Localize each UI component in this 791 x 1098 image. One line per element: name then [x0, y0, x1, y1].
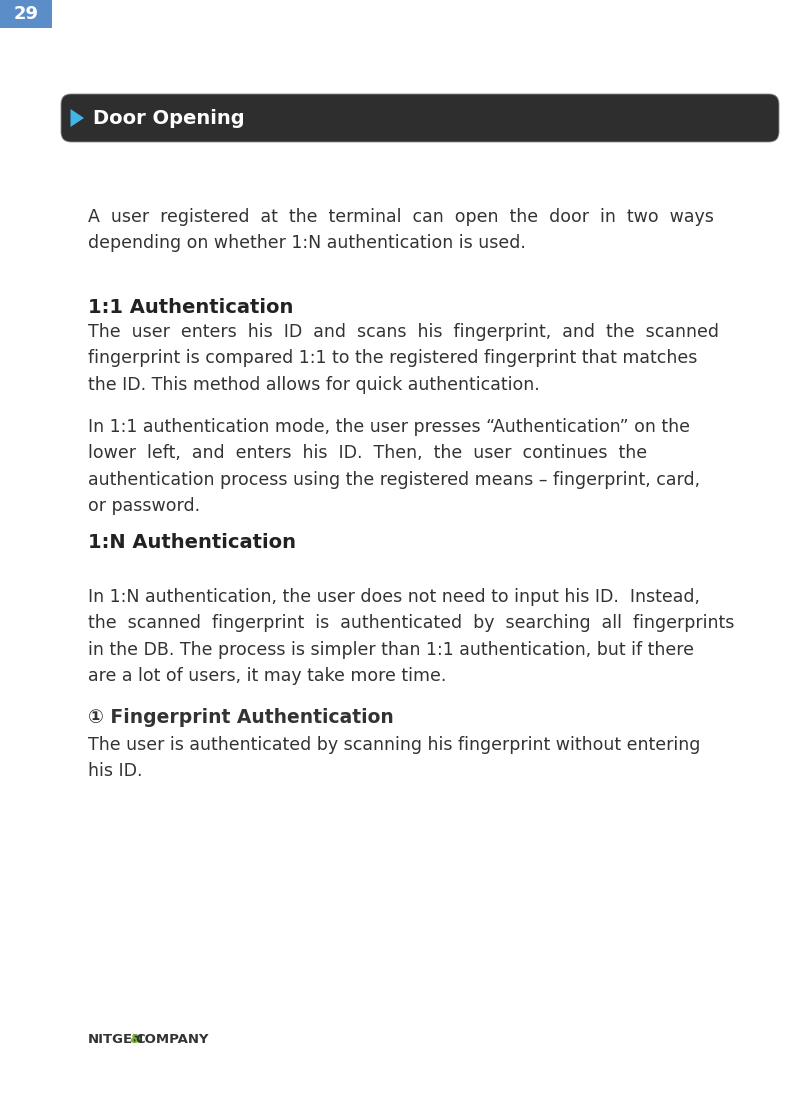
- Text: 1:N Authentication: 1:N Authentication: [88, 533, 296, 552]
- Text: 1:1 Authentication: 1:1 Authentication: [88, 298, 293, 317]
- FancyBboxPatch shape: [0, 0, 52, 29]
- Text: ① Fingerprint Authentication: ① Fingerprint Authentication: [88, 708, 394, 727]
- Text: The user is authenticated by scanning his fingerprint without entering
his ID.: The user is authenticated by scanning hi…: [88, 736, 700, 781]
- Text: In 1:N authentication, the user does not need to input his ID.  Instead,
the  sc: In 1:N authentication, the user does not…: [88, 589, 734, 685]
- Text: &: &: [129, 1033, 141, 1046]
- Text: NITGEN: NITGEN: [88, 1033, 144, 1046]
- Text: Door Opening: Door Opening: [93, 109, 244, 127]
- Polygon shape: [70, 109, 84, 127]
- FancyBboxPatch shape: [61, 94, 779, 142]
- Text: A  user  registered  at  the  terminal  can  open  the  door  in  two  ways
depe: A user registered at the terminal can op…: [88, 208, 713, 253]
- Text: In 1:1 authentication mode, the user presses “Authentication” on the
lower  left: In 1:1 authentication mode, the user pre…: [88, 418, 700, 515]
- Text: COMPANY: COMPANY: [135, 1033, 209, 1046]
- Text: The  user  enters  his  ID  and  scans  his  fingerprint,  and  the  scanned
fin: The user enters his ID and scans his fin…: [88, 323, 719, 394]
- Text: 29: 29: [13, 5, 39, 23]
